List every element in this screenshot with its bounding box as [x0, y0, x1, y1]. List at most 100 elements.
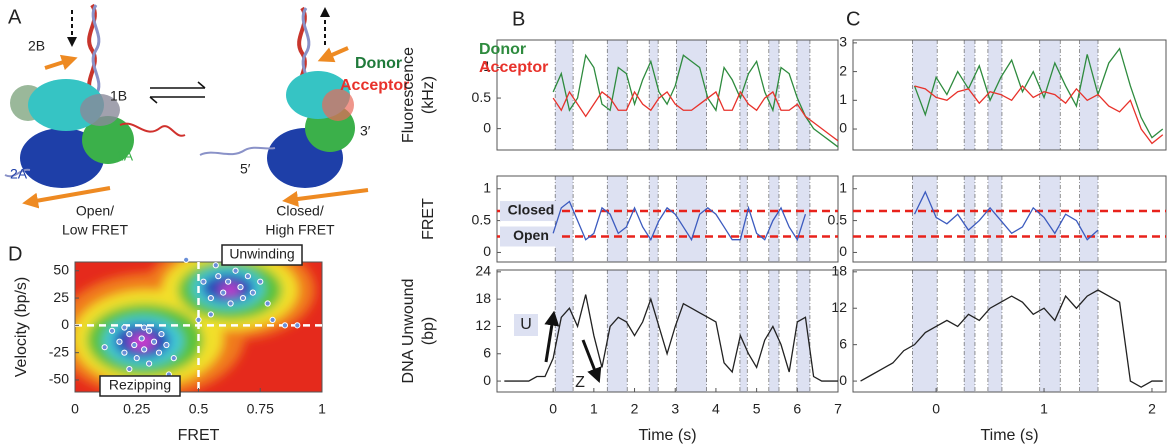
y-tick-label: 0	[483, 119, 491, 135]
dna-helix	[91, 4, 101, 96]
trace	[552, 200, 807, 242]
x-tick-label: 0.25	[123, 401, 150, 417]
y-axis-label: (kHz)	[420, 76, 437, 114]
domain-1a	[82, 116, 134, 164]
end-label: 5′	[240, 161, 251, 177]
y-tick-label: 1	[839, 91, 847, 107]
data-point	[239, 294, 247, 302]
state-label: Open/	[76, 203, 114, 219]
panel-label: A	[8, 6, 22, 28]
data-point	[170, 355, 177, 362]
x-axis-label: Time (s)	[980, 427, 1038, 444]
data-point	[150, 338, 158, 345]
unwinding-interval	[796, 40, 810, 150]
data-point	[294, 322, 301, 329]
ssdna	[4, 168, 31, 178]
annotation-box	[221, 244, 303, 266]
x-tick-label: 1	[1040, 401, 1048, 417]
reference-label-box	[500, 226, 562, 247]
state-label: Low FRET	[62, 222, 129, 238]
legend-entry: Acceptor	[479, 59, 548, 76]
unwinding-interval	[1039, 270, 1061, 392]
data-point	[141, 324, 148, 331]
data-point	[158, 331, 165, 338]
y-tick-label: 1	[483, 58, 491, 74]
reference-label-box	[500, 201, 562, 222]
x-tick-label: 2	[631, 401, 639, 417]
panel-label: C	[846, 8, 860, 30]
annotation-box	[514, 314, 538, 336]
unwinding-interval	[676, 270, 707, 392]
plot-frame	[496, 175, 839, 263]
x-tick-label: 0	[932, 401, 940, 417]
arrow	[282, 188, 369, 207]
data-point	[101, 344, 108, 351]
y-tick-label: 12	[831, 299, 847, 315]
y-tick-label: 1	[839, 179, 847, 195]
data-point	[215, 273, 222, 280]
y-tick-label: 0.5	[472, 211, 492, 227]
state-label: Closed/	[276, 203, 324, 219]
x-tick-label: 5	[753, 401, 761, 417]
acceptor-dye	[322, 89, 354, 121]
data-point	[163, 341, 170, 349]
arrow	[44, 54, 78, 71]
y-tick-label: 0	[839, 243, 847, 259]
unwinding-interval	[768, 270, 779, 392]
y-tick-label: 0	[839, 372, 847, 388]
annotation: Z	[575, 374, 585, 391]
unwinding-interval	[1039, 176, 1061, 262]
y-tick-label: 12	[475, 317, 491, 333]
end-label: 3′	[360, 123, 371, 139]
data-point	[244, 273, 251, 280]
data-point	[227, 300, 234, 307]
equilibrium	[197, 81, 206, 89]
trace	[552, 90, 839, 142]
plot-frame	[496, 269, 839, 393]
data-point	[212, 262, 219, 269]
domain-1b	[80, 94, 120, 126]
y-tick-label: 3	[839, 34, 847, 50]
y-tick-label: 0	[61, 316, 69, 332]
annotation-arrow	[544, 310, 560, 363]
plot-frame	[496, 39, 839, 151]
equilibrium	[149, 96, 158, 104]
x-tick-label: 3	[671, 401, 679, 417]
unwinding-interval	[739, 176, 748, 262]
unwinding-interval	[555, 270, 574, 392]
annotation: U	[520, 316, 532, 333]
trace	[552, 53, 839, 148]
y-tick-label: 50	[53, 261, 69, 277]
data-point	[232, 267, 239, 274]
unwinding-interval	[987, 40, 1002, 150]
y-axis-label: FRET	[420, 198, 437, 240]
unwinding-interval	[649, 270, 659, 392]
data-point	[126, 365, 133, 373]
y-tick-label: 0.5	[472, 89, 492, 105]
y-tick-label: 2	[839, 62, 847, 78]
x-tick-label: 1	[318, 401, 326, 417]
acceptor-label: Acceptor	[340, 77, 409, 94]
data-point	[108, 327, 116, 334]
data-point	[126, 331, 133, 338]
diagram: A 2B 1B 1A 2A 3′ 5′ Donor Accepto	[4, 3, 409, 238]
data-point	[281, 322, 289, 329]
y-tick-label: 0.5	[828, 211, 848, 227]
plot-frame	[852, 175, 1167, 263]
unwinding-interval	[964, 176, 975, 262]
data-point	[121, 349, 128, 356]
unwinding-interval	[607, 270, 628, 392]
trace	[913, 47, 1164, 139]
trace	[913, 190, 1099, 241]
legend-entry: Donor	[479, 41, 526, 58]
domain-label: 2B	[28, 38, 45, 54]
y-axis-label: (bp)	[420, 317, 437, 345]
data-point	[264, 300, 271, 307]
unwinding-interval	[739, 270, 748, 392]
unwinding-interval	[1079, 176, 1099, 262]
y-tick-label: 1	[483, 179, 491, 195]
unwinding-interval	[649, 176, 659, 262]
y-tick-label: 6	[839, 335, 847, 351]
x-tick-label: 0.75	[247, 401, 274, 417]
